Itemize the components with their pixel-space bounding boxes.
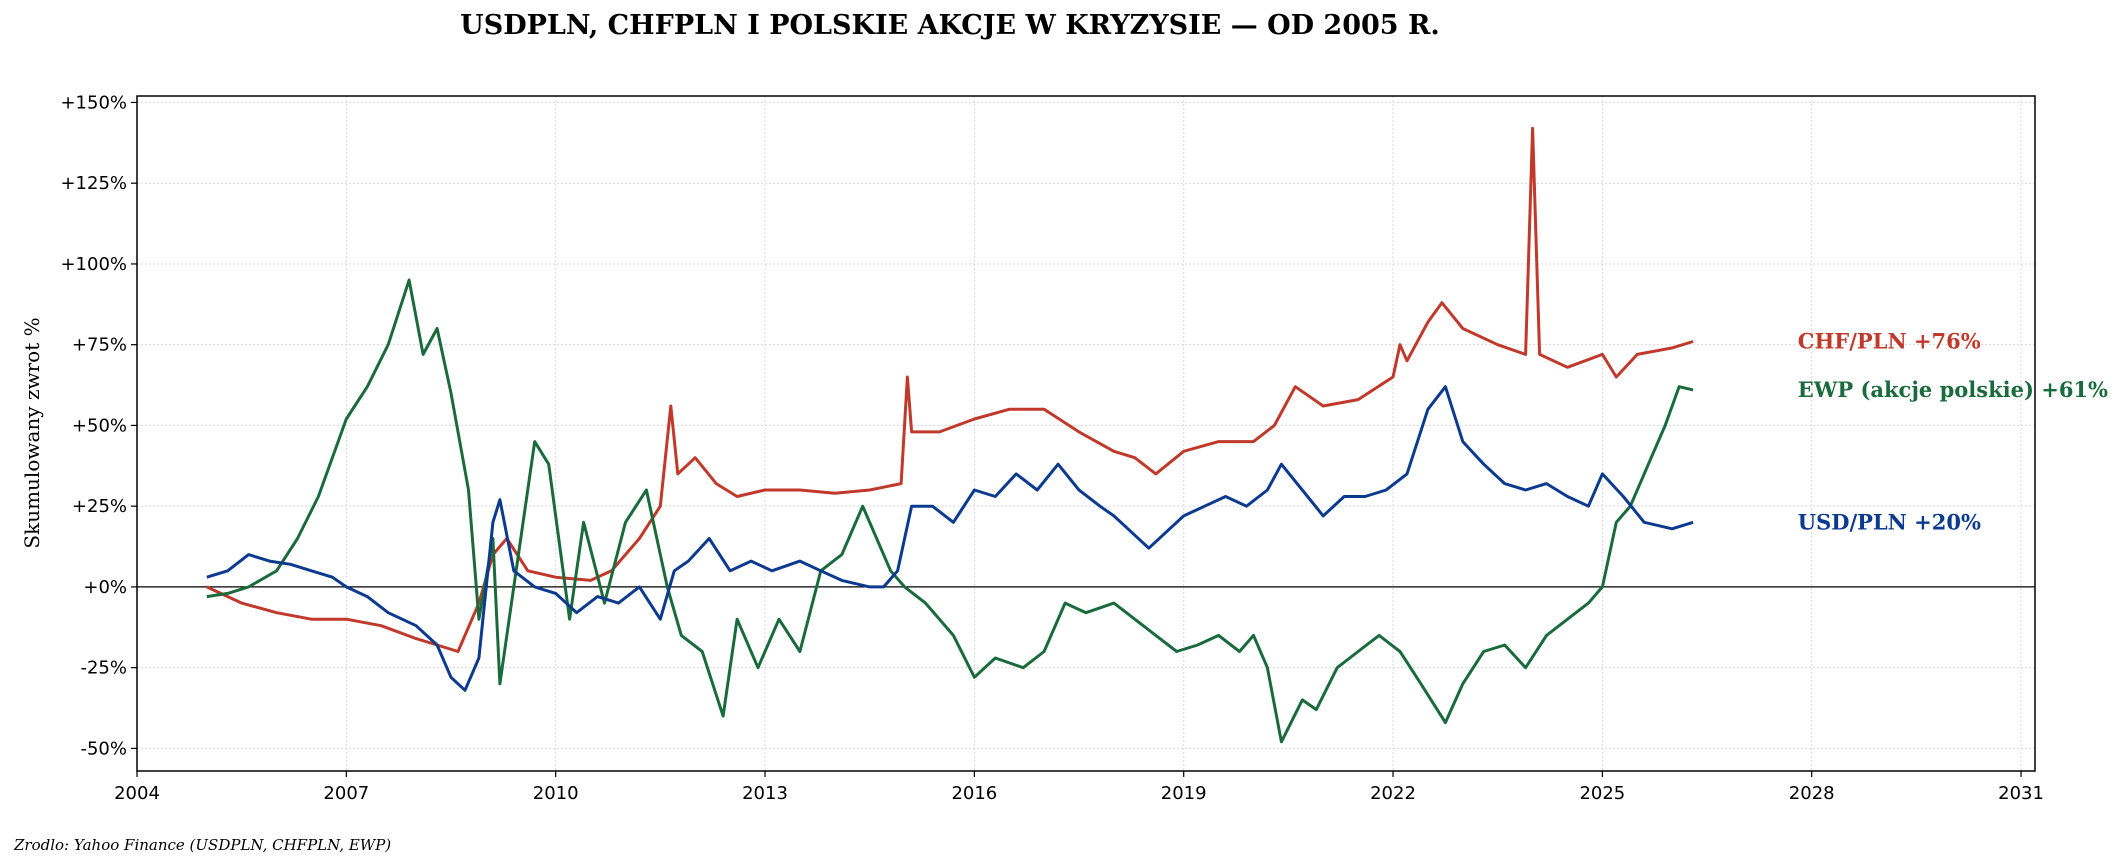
- source-note: Zrodlo: Yahoo Finance (USDPLN, CHFPLN, E…: [13, 836, 391, 854]
- y-tick-label: +25%: [72, 496, 127, 517]
- x-tick-label: 2004: [114, 783, 160, 804]
- x-tick-label: 2016: [951, 783, 997, 804]
- y-tick-label: +75%: [72, 335, 127, 356]
- chart-title: USDPLN, CHFPLN I POLSKIE AKCJE W KRYZYSI…: [460, 10, 1440, 41]
- y-tick-label: +125%: [60, 173, 127, 194]
- series-line-ewp-akcje-polskie: [206, 278, 1694, 744]
- series-end-label-usd-pln: USD/PLN +20%: [1798, 509, 1981, 534]
- x-tick-label: 2022: [1370, 783, 1416, 804]
- y-tick-label: +100%: [60, 254, 127, 275]
- x-tick-label: 2025: [1579, 783, 1625, 804]
- y-tick-label: +0%: [83, 577, 127, 598]
- x-axis: 2004 2007 2010 2013 2016 2019 2022 2025 2028 2031: [114, 771, 2044, 804]
- x-tick-label: 2010: [533, 783, 579, 804]
- y-tick-label: -50%: [80, 738, 127, 759]
- x-tick-label: 2031: [1998, 783, 2044, 804]
- series-line-usd-pln: [206, 385, 1694, 692]
- plot-frame: [136, 95, 2036, 772]
- y-tick-label: -25%: [80, 658, 127, 679]
- y-tick-label: +50%: [72, 415, 127, 436]
- series-end-labels: CHF/PLN +76% EWP (akcje polskie) +61% USD/…: [1798, 328, 2108, 534]
- series-end-label-ewp-akcje-polskie: EWP (akcje polskie) +61%: [1798, 377, 2108, 402]
- grid: [136, 96, 2035, 771]
- y-axis: -50% -25% +0% +25% +50% +75% +100% +125% +150%: [60, 92, 137, 759]
- x-tick-label: 2007: [323, 783, 369, 804]
- series-lines: [206, 126, 1694, 744]
- series-line-chf-pln: [206, 126, 1694, 653]
- y-axis-label: Skumulowany zwrot %: [20, 317, 44, 548]
- x-tick-label: 2028: [1789, 783, 1835, 804]
- x-tick-label: 2019: [1161, 783, 1207, 804]
- series-end-label-chf-pln: CHF/PLN +76%: [1798, 328, 1981, 353]
- y-tick-label: +150%: [60, 92, 127, 113]
- x-tick-label: 2013: [742, 783, 788, 804]
